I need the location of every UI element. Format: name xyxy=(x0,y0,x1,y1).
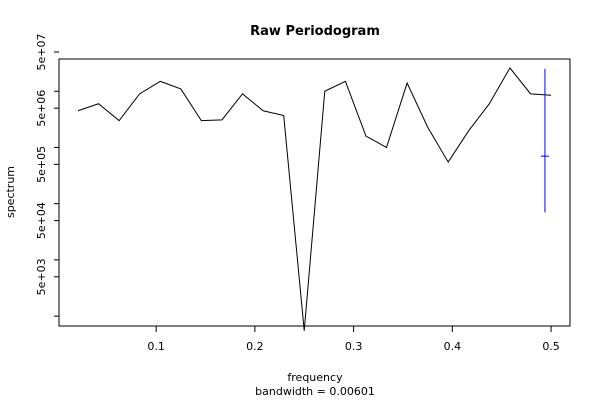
series-layer xyxy=(77,67,552,331)
confidence-bar xyxy=(540,68,549,213)
chart-title: Raw Periodogram xyxy=(250,24,380,39)
x-axis-label: frequency xyxy=(287,371,343,384)
y-tick-label: 5e+06 xyxy=(35,90,48,127)
y-axis: 5e+03 5e+04 5e+05 5e+06 5e+07 xyxy=(35,33,59,317)
y-tick-label: 5e+04 xyxy=(35,202,48,239)
plot-frame xyxy=(58,58,571,327)
x-tick-label: 0.4 xyxy=(444,340,462,353)
x-tick-label: 0.5 xyxy=(542,340,560,353)
y-axis-label: spectrum xyxy=(4,166,17,218)
y-tick-label: 5e+05 xyxy=(35,146,48,183)
y-tick-label: 5e+03 xyxy=(35,258,48,295)
spectrum-line xyxy=(77,67,552,331)
bandwidth-subtitle: bandwidth = 0.00601 xyxy=(255,385,375,398)
x-tick-label: 0.2 xyxy=(246,340,264,353)
x-tick-label: 0.1 xyxy=(147,340,165,353)
x-tick-label: 0.3 xyxy=(345,340,363,353)
x-axis: 0.1 0.2 0.3 0.4 0.5 xyxy=(147,326,560,353)
y-tick-label: 5e+07 xyxy=(35,33,48,70)
